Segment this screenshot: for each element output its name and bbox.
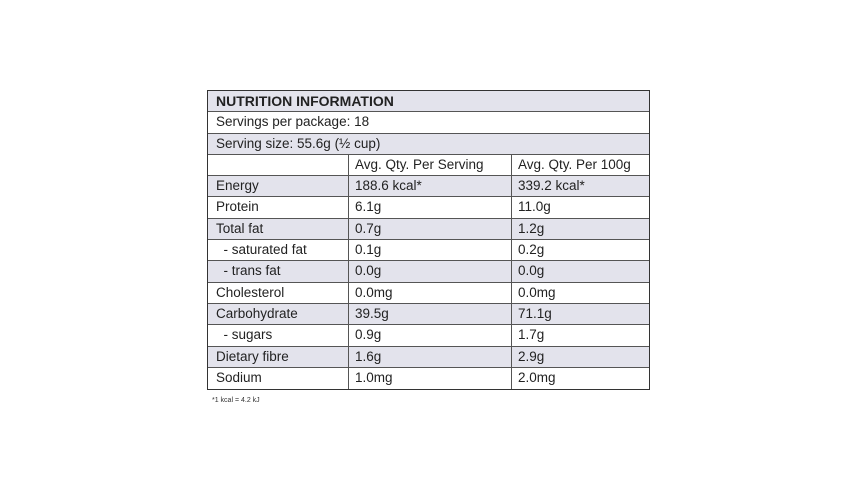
nutrient-value: 6.1g (348, 197, 512, 218)
nutrient-value: 11.0g (511, 197, 648, 218)
nutrient-value: 0.0mg (348, 282, 512, 303)
nutrient-name: Protein (216, 199, 259, 215)
table-row: Carbohydrate 39.5g 71.1g (208, 303, 649, 326)
table-row: Servings per package: 18 (208, 112, 649, 134)
nutrient-value: 188.6 kcal* (348, 176, 512, 197)
nutrient-value: 0.2g (511, 240, 648, 261)
table-row: - trans fat 0.0g 0.0g (208, 261, 649, 283)
nutrient-name: - trans fat (216, 263, 281, 279)
table-row: Cholesterol 0.0mg 0.0mg (208, 282, 649, 304)
nutrient-value: 0.0g (348, 261, 512, 282)
nutrient-name: Sodium (216, 369, 262, 385)
nutrient-value: 39.5g (348, 303, 512, 325)
nutrient-name: - saturated fat (216, 242, 307, 258)
nutrient-name: - sugars (216, 327, 273, 343)
nutrient-value: 2.0mg (511, 367, 648, 390)
table-row: Total fat 0.7g 1.2g (208, 218, 649, 241)
serving-size: Serving size: 55.6g (½ cup) (216, 135, 381, 151)
nutrient-value: 0.7g (348, 218, 512, 240)
nutrient-value: 2.9g (511, 346, 648, 367)
column-header: Avg. Qty. Per Serving (348, 154, 512, 176)
table-row: Serving size: 55.6g (½ cup) (208, 133, 649, 155)
nutrient-value: 71.1g (511, 303, 648, 325)
table-row: Avg. Qty. Per Serving Avg. Qty. Per 100g (208, 154, 649, 177)
nutrient-value: 339.2 kcal* (511, 176, 648, 197)
table-row: NUTRITION INFORMATION (208, 91, 649, 113)
nutrition-panel: NUTRITION INFORMATION Servings per packag… (207, 90, 650, 391)
nutrient-name: Cholesterol (216, 284, 285, 300)
footnote: *1 kcal = 4.2 kJ (212, 397, 260, 404)
nutrient-value: 0.1g (348, 240, 512, 261)
table-row: - saturated fat 0.1g 0.2g (208, 240, 649, 262)
nutrient-value: 1.7g (511, 325, 648, 346)
table-row: Protein 6.1g 11.0g (208, 197, 649, 219)
nutrient-value: 0.0mg (511, 282, 648, 303)
nutrient-name: Carbohydrate (216, 305, 298, 321)
nutrient-value: 1.2g (511, 218, 648, 240)
nutrient-value: 0.0g (511, 261, 648, 282)
table-row: Dietary fibre 1.6g 2.9g (208, 346, 649, 368)
column-header: Avg. Qty. Per 100g (511, 154, 648, 176)
nutrient-name: Total fat (216, 220, 264, 236)
table-row: Sodium 1.0mg 2.0mg (208, 367, 649, 390)
servings: Servings per package: 18 (216, 114, 370, 130)
nutrient-value: 1.6g (348, 346, 512, 367)
nutrient-value: 0.9g (348, 325, 512, 346)
nutrient-value: 1.0mg (348, 367, 512, 390)
panel-title: NUTRITION INFORMATION (216, 93, 394, 109)
table-row: Energy 188.6 kcal* 339.2 kcal* (208, 176, 649, 198)
table-row: - sugars 0.9g 1.7g (208, 325, 649, 347)
nutrient-name: Energy (216, 178, 259, 194)
nutrient-name: Dietary fibre (216, 348, 289, 364)
